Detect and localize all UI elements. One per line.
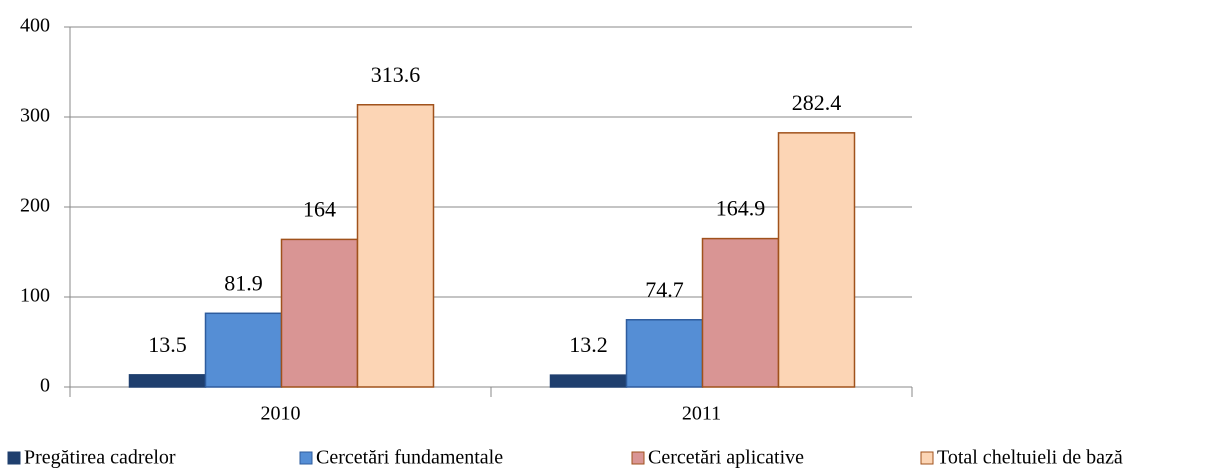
data-label: 313.6 [371,62,421,87]
bar [625,319,704,388]
x-tick-label: 2011 [682,403,721,425]
data-label: 81.9 [224,270,263,295]
legend-label: Cercetări fundamentale [316,447,503,469]
legend-swatch [631,451,645,465]
data-label: 13.2 [569,332,608,357]
data-label: 164.9 [716,196,766,221]
y-tick-label: 200 [20,195,50,217]
bar [777,132,856,388]
y-tick-label: 0 [40,375,50,397]
legend-swatch [920,451,934,465]
legend-label: Total cheltuieli de bază [937,447,1123,469]
bar [701,237,780,388]
data-label: 282.4 [792,90,842,115]
x-tick-label: 2010 [261,403,301,425]
y-tick-label: 300 [20,105,50,127]
bar [280,238,359,388]
data-label: 164 [303,196,336,221]
legend-swatch [299,451,313,465]
bar [549,374,628,388]
data-label: 13.5 [148,332,187,357]
legend-label: Cercetări aplicative [648,447,804,469]
bar [128,374,207,388]
bar [356,104,435,388]
y-tick-label: 400 [20,15,50,37]
legend-label: Pregătirea cadrelor [24,447,176,469]
y-tick-label: 100 [20,285,50,307]
bar [204,312,283,388]
legend-swatch [7,451,21,465]
data-label: 74.7 [645,277,684,302]
